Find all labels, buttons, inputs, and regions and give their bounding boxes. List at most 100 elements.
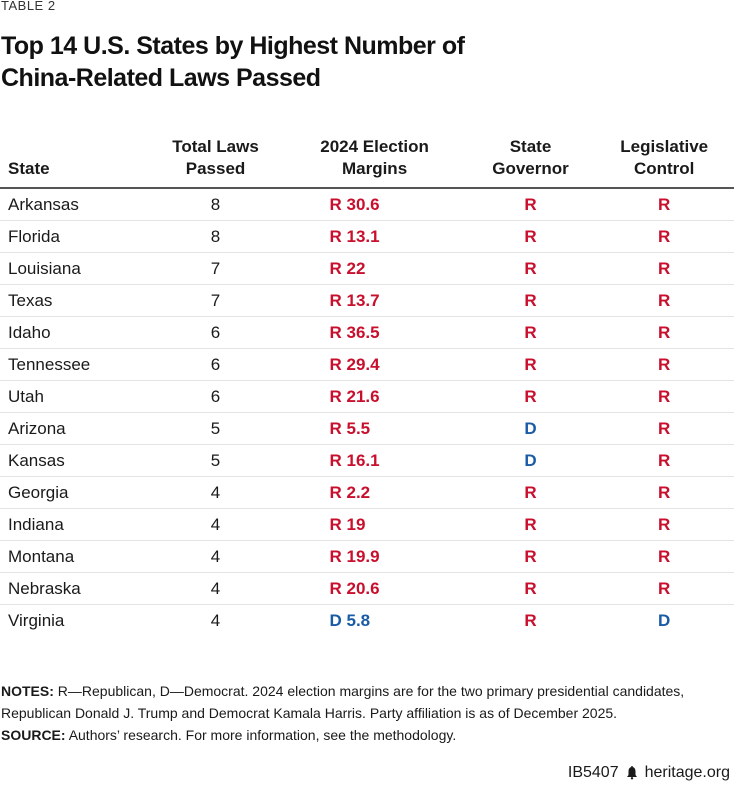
table-header-row: State Total Laws Passed 2024 Election Marg…	[0, 136, 734, 189]
legislative-control-cell: R	[594, 220, 734, 253]
state-cell: Nebraska	[0, 572, 149, 605]
governor-cell: R	[466, 380, 595, 413]
notes-text: R—Republican, D—Democrat. 2024 election …	[1, 683, 685, 721]
total-laws-cell: 5	[148, 412, 283, 445]
state-cell: Utah	[0, 380, 149, 413]
table-row: Nebraska 4 R 20.6 R R	[0, 572, 734, 605]
state-cell: Montana	[0, 540, 149, 573]
total-laws-cell: 8	[148, 220, 283, 253]
governor-cell: D	[466, 444, 595, 477]
table-row: Utah 6 R 21.6 R R	[0, 380, 734, 413]
header-election-margins: 2024 Election Margins	[282, 136, 467, 189]
election-margin-cell: R 19	[282, 508, 467, 541]
state-cell: Idaho	[0, 316, 149, 349]
governor-cell: R	[466, 508, 595, 541]
governor-cell: R	[466, 252, 595, 285]
table-kicker: TABLE 2	[1, 0, 56, 13]
election-margin-cell: R 21.6	[282, 380, 467, 413]
state-cell: Indiana	[0, 508, 149, 541]
total-laws-cell: 7	[148, 252, 283, 285]
source-label: SOURCE:	[1, 727, 66, 743]
total-laws-cell: 6	[148, 348, 283, 381]
table-row: Texas 7 R 13.7 R R	[0, 284, 734, 317]
election-margin-cell: R 22	[282, 252, 467, 285]
election-margin-cell: R 16.1	[282, 444, 467, 477]
table-row: Louisiana 7 R 22 R R	[0, 252, 734, 285]
table-row: Kansas 5 R 16.1 D R	[0, 444, 734, 477]
total-laws-cell: 4	[148, 540, 283, 573]
legislative-control-cell: R	[594, 316, 734, 349]
legislative-control-cell: R	[594, 380, 734, 413]
header-total-laws: Total Laws Passed	[148, 136, 283, 189]
legislative-control-cell: R	[594, 508, 734, 541]
state-cell: Florida	[0, 220, 149, 253]
header-state: State	[0, 136, 149, 189]
election-margin-cell: R 19.9	[282, 540, 467, 573]
governor-cell: R	[466, 188, 595, 221]
notes-line: NOTES: R—Republican, D—Democrat. 2024 el…	[1, 680, 721, 724]
table-row: Virginia 4 D 5.8 R D	[0, 605, 734, 637]
state-cell: Louisiana	[0, 252, 149, 285]
governor-cell: R	[466, 220, 595, 253]
table-row: Tennessee 6 R 29.4 R R	[0, 348, 734, 381]
state-cell: Kansas	[0, 444, 149, 477]
election-margin-cell: R 13.7	[282, 284, 467, 317]
notes-block: NOTES: R—Republican, D—Democrat. 2024 el…	[1, 680, 721, 746]
election-margin-cell: R 13.1	[282, 220, 467, 253]
legislative-control-cell: R	[594, 252, 734, 285]
election-margin-cell: D 5.8	[329, 610, 371, 630]
governor-cell: R	[466, 540, 595, 573]
legislative-control-cell: R	[594, 348, 734, 381]
table-row: Indiana 4 R 19 R R	[0, 508, 734, 541]
header-legislative-control: Legislative Control	[594, 136, 734, 189]
legislative-control-cell: R	[594, 444, 734, 477]
source-line: SOURCE: Authors’ research. For more info…	[1, 724, 721, 746]
states-table: State Total Laws Passed 2024 Election Marg…	[0, 136, 734, 636]
title-line-1: Top 14 U.S. States by Highest Number of	[1, 32, 465, 60]
total-laws-cell: 8	[148, 188, 283, 221]
election-margin-cell: R 29.4	[282, 348, 467, 381]
state-cell: Arkansas	[0, 188, 149, 221]
state-cell: Georgia	[0, 476, 149, 509]
notes-label: NOTES:	[1, 683, 54, 699]
table-row: Georgia 4 R 2.2 R R	[0, 476, 734, 509]
state-cell: Arizona	[0, 412, 149, 445]
governor-cell: R	[524, 610, 537, 630]
state-cell: Tennessee	[0, 348, 149, 381]
source-text: Authors’ research. For more information,…	[68, 727, 457, 743]
governor-cell: R	[466, 348, 595, 381]
total-laws-cell: 7	[148, 284, 283, 317]
governor-cell: R	[466, 572, 595, 605]
total-laws-cell: 6	[148, 380, 283, 413]
election-margin-cell: R 20.6	[282, 572, 467, 605]
legislative-control-cell: R	[594, 412, 734, 445]
state-cell: Virginia	[8, 610, 65, 630]
legislative-control-cell: R	[594, 540, 734, 573]
state-cell: Texas	[0, 284, 149, 317]
header-state-governor: State Governor	[466, 136, 595, 189]
table-row: Montana 4 R 19.9 R R	[0, 540, 734, 573]
election-margin-cell: R 2.2	[282, 476, 467, 509]
governor-cell: R	[466, 316, 595, 349]
total-laws-cell: 6	[148, 316, 283, 349]
election-margin-cell: R 36.5	[282, 316, 467, 349]
legislative-control-cell: R	[594, 476, 734, 509]
page-title: Top 14 U.S. States by Highest Number of …	[1, 30, 621, 94]
total-laws-cell: 5	[148, 444, 283, 477]
governor-cell: R	[466, 476, 595, 509]
footer: IB5407 heritage.org	[568, 764, 730, 782]
legislative-control-cell: R	[594, 572, 734, 605]
footer-id: IB5407	[567, 764, 619, 781]
legislative-control-cell: R	[594, 284, 734, 317]
governor-cell: R	[466, 284, 595, 317]
total-laws-cell: 4	[148, 476, 283, 509]
table-row: Arkansas 8 R 30.6 R R	[0, 188, 734, 221]
total-laws-cell: 4	[148, 572, 283, 605]
total-laws-cell: 4	[148, 508, 283, 541]
election-margin-cell: R 5.5	[282, 412, 467, 445]
election-margin-cell: R 30.6	[282, 188, 467, 221]
legislative-control-cell: D	[658, 610, 671, 630]
table-row: Arizona 5 R 5.5 D R	[0, 412, 734, 445]
table-row: Idaho 6 R 36.5 R R	[0, 316, 734, 349]
legislative-control-cell: R	[594, 188, 734, 221]
